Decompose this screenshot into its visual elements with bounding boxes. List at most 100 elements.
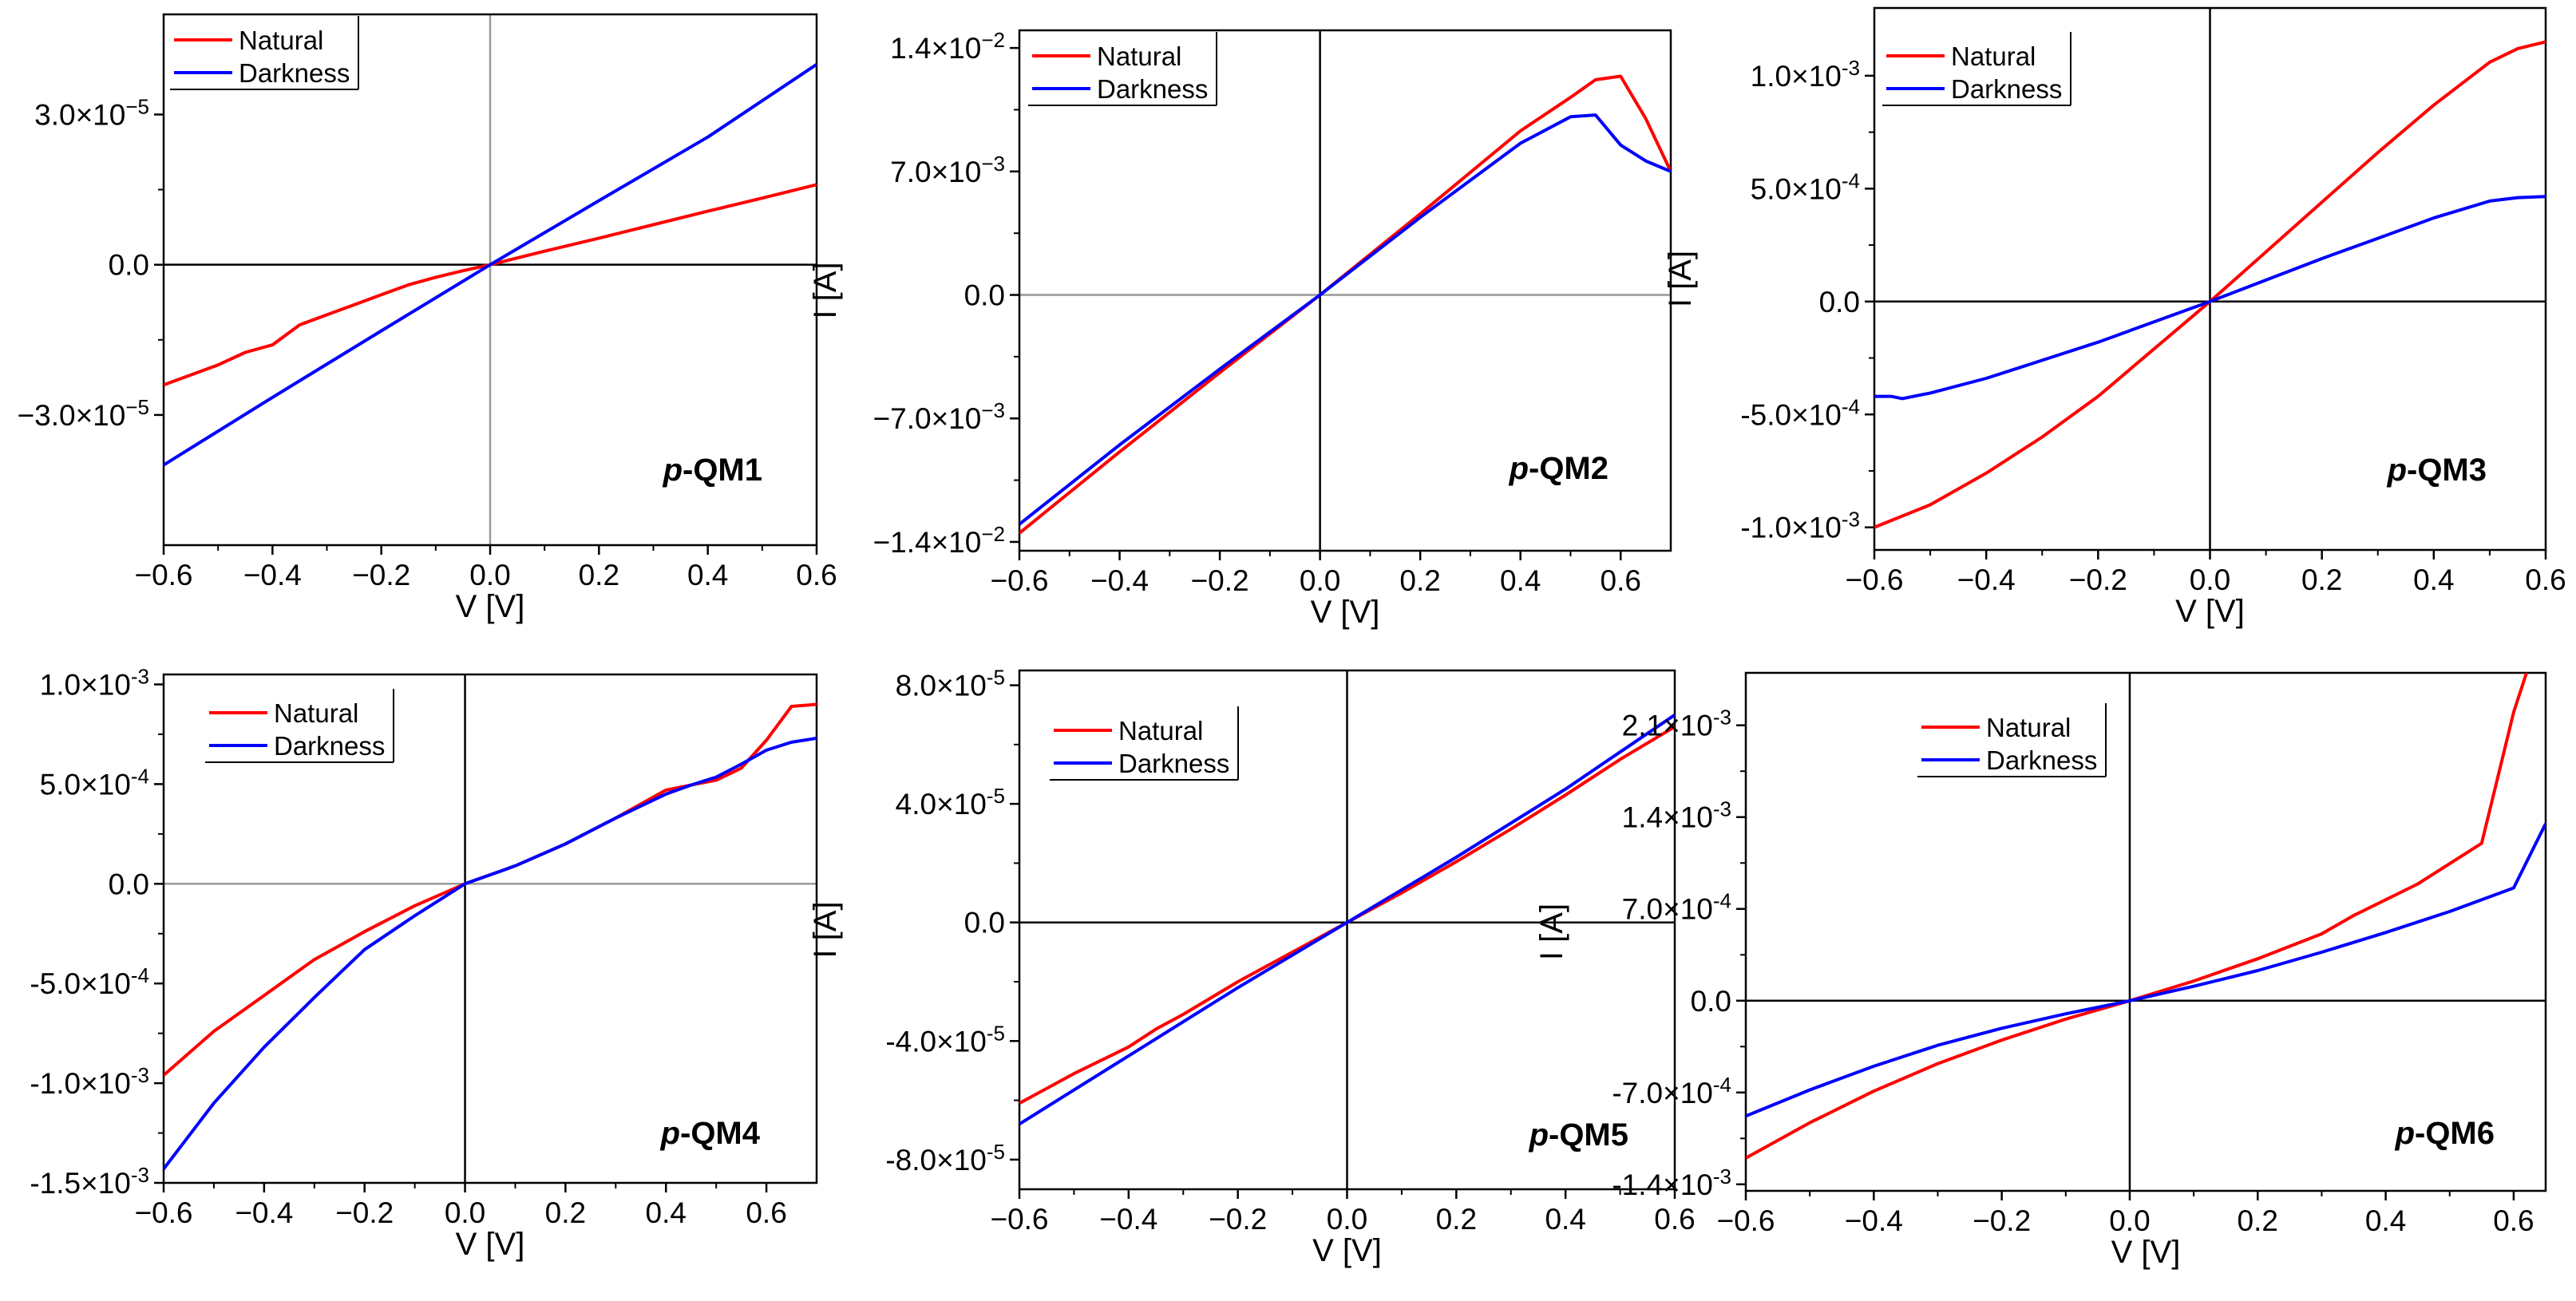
y-tick-label: 0.0: [964, 279, 1005, 312]
y-tick-label-mantissa: -5.0×10: [1740, 398, 1842, 431]
series-line-natural: [164, 183, 817, 387]
y-tick-label: -1.0×10-3: [1740, 508, 1860, 544]
y-tick-label-mantissa: -8.0×10: [885, 1144, 987, 1176]
y-tick-label: 0.0: [1819, 286, 1860, 318]
y-tick-label-mantissa: -7.0×10: [1612, 1077, 1713, 1109]
series-line-natural: [1874, 40, 2546, 529]
y-tick-label-mantissa: -1.4×10: [1612, 1169, 1713, 1201]
y-tick-label-mantissa: 4.0×10: [896, 788, 987, 821]
x-tick-label: 0.4: [2365, 1204, 2406, 1237]
y-tick-label-exponent: −5: [125, 94, 149, 118]
panel-label-suffix: -QM1: [683, 453, 762, 488]
panel-label: p-QM2: [1509, 451, 1609, 486]
legend-label-natural: Natural: [1986, 713, 2071, 742]
x-tick-label: −0.4: [1845, 1204, 1903, 1237]
y-tick-label-mantissa: 1.4×10: [890, 32, 981, 65]
y-tick-label: -7.0×10-4: [1612, 1073, 1731, 1109]
x-axis-label: V [V]: [2175, 594, 2245, 629]
x-tick-label: 0.6: [2525, 564, 2566, 596]
x-tick-label: 0.2: [2238, 1204, 2278, 1237]
y-tick-label-mantissa: 5.0×10: [1751, 172, 1842, 205]
x-tick-label: 0.2: [579, 559, 619, 591]
y-tick-label-mantissa: 1.4×10: [1622, 801, 1713, 834]
y-tick-label-exponent: -4: [1842, 168, 1860, 192]
y-tick-label-exponent: -5: [987, 1021, 1005, 1045]
y-tick-label: 1.0×10-3: [1751, 56, 1860, 93]
x-tick-label: 0.6: [796, 559, 837, 591]
y-tick-label-exponent: -3: [1842, 56, 1860, 80]
y-tick-label: -5.0×10-4: [1740, 394, 1860, 431]
panel-label-suffix: -QM4: [680, 1116, 761, 1151]
y-tick-label: -1.0×10-3: [30, 1063, 149, 1100]
legend-label-darkness: Darkness: [1118, 749, 1229, 778]
x-tick-label: −0.2: [1191, 564, 1249, 597]
y-tick-label: 5.0×10-4: [40, 764, 149, 801]
y-tick-label-mantissa: 0.0: [964, 907, 1005, 939]
y-tick-label: 0.0: [109, 249, 149, 282]
y-tick-label-exponent: -3: [1842, 508, 1860, 532]
y-tick-label: -8.0×10-5: [885, 1140, 1005, 1176]
panel-p-QM5: −0.6 −0.4 −0.2 0.0 0.2 0.4 0.6-8.0×10-5-4.0×10…: [808, 666, 1696, 1268]
panel-label: p-QM6: [2395, 1116, 2495, 1151]
y-tick-label-exponent: −2: [981, 28, 1005, 52]
panel-label-suffix: -QM2: [1529, 451, 1609, 486]
y-tick-label-exponent: -5: [987, 1140, 1005, 1164]
y-tick-label: 1.0×10-3: [40, 664, 149, 701]
y-tick-label-exponent: -3: [131, 1163, 149, 1187]
x-tick-label: −0.6: [990, 1203, 1048, 1236]
x-tick-label: −0.4: [1090, 564, 1149, 597]
panel-label-prefix: p: [2395, 1116, 2415, 1151]
y-axis-label: I [A]: [808, 901, 843, 958]
x-axis-label: V [V]: [1311, 595, 1380, 630]
panel-label: p-QM4: [660, 1116, 761, 1151]
panel-label-prefix: p: [2387, 453, 2407, 488]
panel-label: p-QM3: [2387, 453, 2487, 488]
x-tick-label: −0.2: [1209, 1203, 1267, 1236]
series-line-natural: [1019, 74, 1671, 535]
legend-label-natural: Natural: [239, 26, 323, 55]
y-tick-label-mantissa: −7.0×10: [873, 402, 982, 435]
y-tick-label-exponent: −5: [125, 395, 149, 419]
y-axis-label: I [A]: [1663, 251, 1698, 307]
y-tick-label-mantissa: 3.0×10: [34, 98, 125, 131]
plot-frame: [1018, 29, 1672, 552]
y-tick-label: 3.0×10−5: [34, 94, 149, 131]
x-tick-label: −0.2: [1973, 1204, 2031, 1237]
legend-label-darkness: Darkness: [274, 731, 385, 761]
y-tick-label: -1.5×10-3: [30, 1163, 149, 1200]
series-line-darkness: [1874, 195, 2546, 401]
y-tick-label-mantissa: 5.0×10: [40, 768, 131, 801]
x-tick-label: 0.6: [1601, 564, 1641, 597]
y-tick-label: 7.0×10-4: [1622, 889, 1731, 926]
panel-label-suffix: -QM5: [1549, 1117, 1628, 1153]
y-tick-label-mantissa: -5.0×10: [30, 967, 131, 1000]
y-tick-label: 0.0: [1691, 985, 1731, 1018]
y-tick-label-mantissa: −1.4×10: [873, 526, 982, 559]
y-tick-label: 4.0×10-5: [896, 784, 1005, 821]
x-tick-label: 0.0: [1300, 564, 1340, 597]
y-tick-label: 1.4×10-3: [1622, 797, 1731, 834]
x-tick-label: −0.6: [1716, 1204, 1775, 1237]
y-tick-label-mantissa: 0.0: [1691, 985, 1731, 1018]
legend: Natural Darkness: [1882, 32, 2071, 106]
y-tick-label: -4.0×10-5: [885, 1021, 1005, 1058]
x-tick-label: −0.4: [243, 559, 302, 591]
y-tick-label-mantissa: 0.0: [1819, 286, 1860, 318]
x-tick-label: −0.4: [1957, 564, 2016, 596]
legend-label-natural: Natural: [1951, 42, 2036, 71]
panel-p-QM3: −0.6 −0.4 −0.2 0.0 0.2 0.4 0.6-1.0×10-3-5.0×10…: [1663, 6, 2566, 629]
plot-frame: [162, 673, 818, 1184]
legend-label-darkness: Darkness: [1951, 74, 2062, 104]
y-tick-label-mantissa: 0.0: [109, 249, 149, 282]
panel-p-QM4: −0.6 −0.4 −0.2 0.0 0.2 0.4 0.6-1.5×10-3-1.0×10…: [30, 664, 818, 1262]
panel-label: p-QM5: [1529, 1117, 1628, 1153]
y-axis-label: I [A]: [1534, 904, 1569, 960]
x-axis-label: V [V]: [456, 1227, 525, 1262]
y-tick-label-exponent: −3: [981, 398, 1005, 422]
y-tick-label-exponent: -3: [131, 1063, 149, 1087]
x-tick-label: −0.6: [1845, 564, 1903, 596]
x-tick-label: 0.0: [2109, 1204, 2150, 1237]
